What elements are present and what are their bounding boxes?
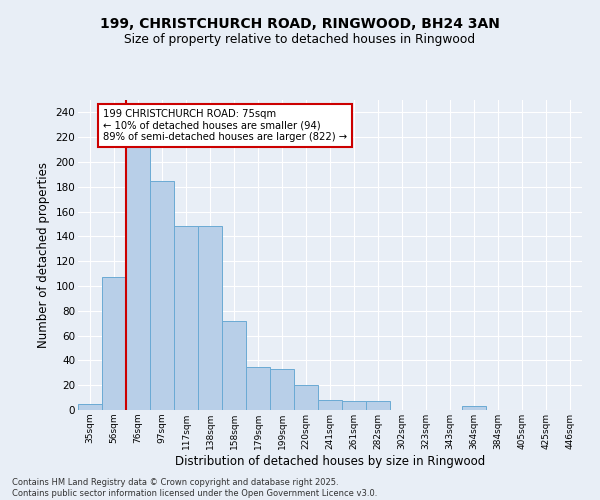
Bar: [366, 402, 390, 410]
Bar: [198, 226, 222, 410]
Text: 199, CHRISTCHURCH ROAD, RINGWOOD, BH24 3AN: 199, CHRISTCHURCH ROAD, RINGWOOD, BH24 3…: [100, 18, 500, 32]
Y-axis label: Number of detached properties: Number of detached properties: [37, 162, 50, 348]
Text: Size of property relative to detached houses in Ringwood: Size of property relative to detached ho…: [124, 32, 476, 46]
Bar: [342, 402, 366, 410]
X-axis label: Distribution of detached houses by size in Ringwood: Distribution of detached houses by size …: [175, 454, 485, 468]
Bar: [78, 404, 102, 410]
Bar: [222, 320, 246, 410]
Bar: [270, 369, 294, 410]
Text: Contains HM Land Registry data © Crown copyright and database right 2025.
Contai: Contains HM Land Registry data © Crown c…: [12, 478, 377, 498]
Bar: [102, 278, 126, 410]
Bar: [462, 406, 486, 410]
Text: 199 CHRISTCHURCH ROAD: 75sqm
← 10% of detached houses are smaller (94)
89% of se: 199 CHRISTCHURCH ROAD: 75sqm ← 10% of de…: [103, 108, 347, 142]
Bar: [318, 400, 342, 410]
Bar: [246, 366, 270, 410]
Bar: [174, 226, 198, 410]
Bar: [126, 137, 150, 410]
Bar: [294, 385, 318, 410]
Bar: [150, 180, 174, 410]
